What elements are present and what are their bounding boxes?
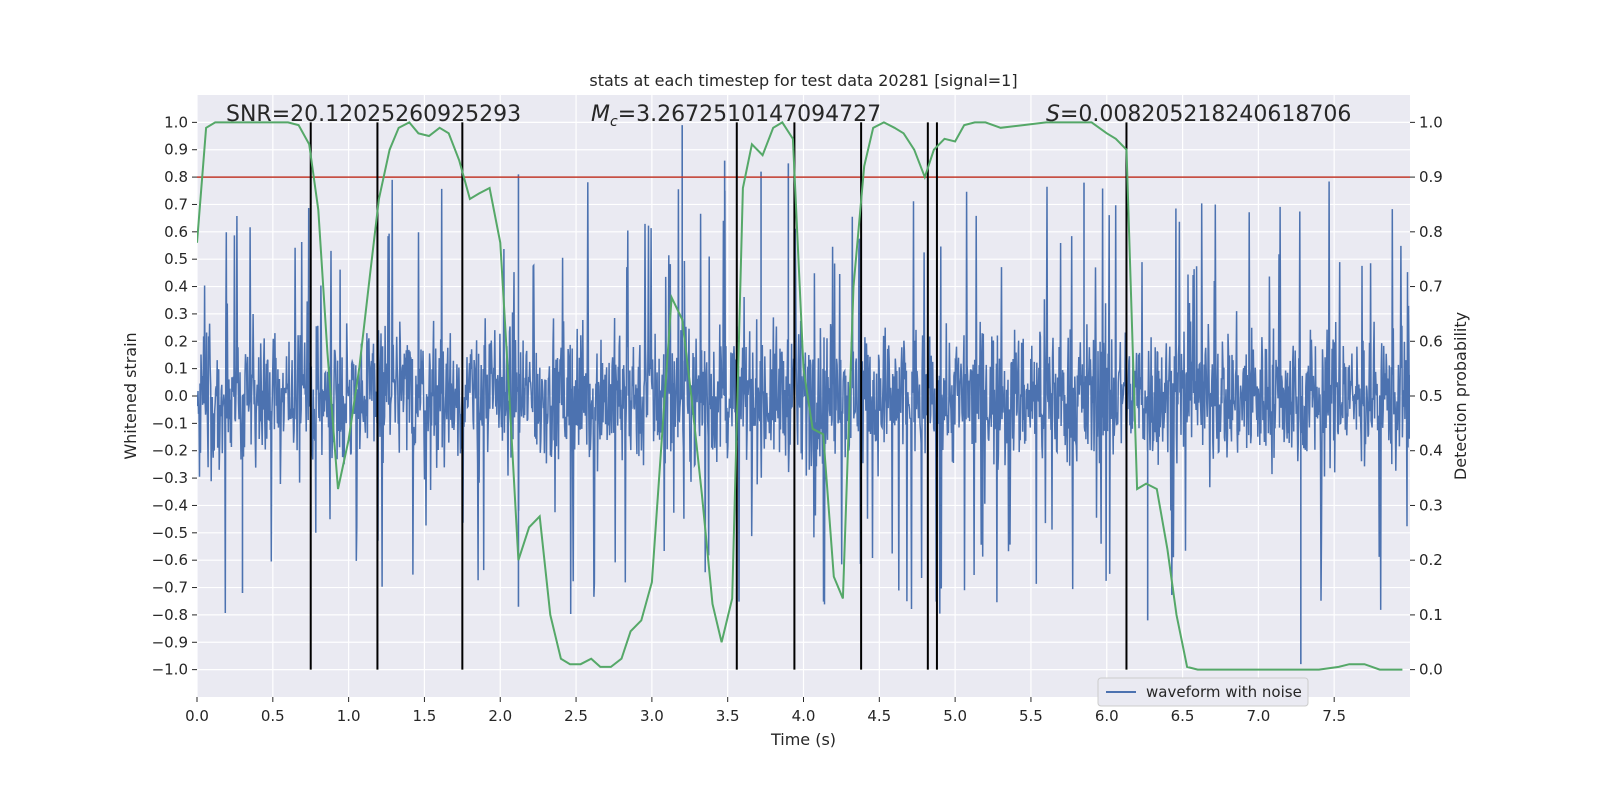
y-left-tick-label: −0.1	[152, 414, 188, 432]
y-right-tick-label: 0.9	[1419, 168, 1443, 186]
y-left-tick-label: −0.5	[152, 524, 188, 542]
chirp-mass-value: =3.2672510147094727	[618, 102, 881, 127]
waveform-spikes	[241, 125, 1302, 665]
detection-probability-series	[197, 121, 1403, 671]
x-tick-label: 1.5	[413, 707, 437, 725]
y-left-tick-label: −0.9	[152, 633, 188, 651]
x-axis-label: Time (s)	[770, 730, 836, 749]
y-left-tick-label: −0.7	[152, 579, 188, 597]
x-tick-label: 0.5	[261, 707, 285, 725]
x-tick-label: 0.0	[185, 707, 209, 725]
y-right-tick-label: 0.5	[1419, 387, 1443, 405]
chirp-mass-subscript: c	[610, 114, 618, 130]
y-left-tick-label: −0.6	[152, 551, 188, 569]
y-left-tick-label: 0.7	[164, 195, 188, 213]
y-left-tick-label: 0.3	[164, 305, 188, 323]
chirp-mass-annotation: Mc=3.2672510147094727	[591, 102, 881, 130]
y-right-tick-label: 0.8	[1419, 223, 1443, 241]
y-left-tick-label: 1.0	[164, 113, 188, 131]
y-left-tick-label: 0.5	[164, 250, 188, 268]
y-right-tick-label: 0.2	[1419, 551, 1443, 569]
y-left-tick-label: 0.2	[164, 332, 188, 350]
x-tick-label: 5.0	[943, 707, 967, 725]
s-annotation: S=0.008205218240618706	[1046, 102, 1351, 127]
x-tick-label: 3.5	[716, 707, 740, 725]
s-value: =0.008205218240618706	[1060, 102, 1351, 127]
y-left-tick-label: 0.8	[164, 168, 188, 186]
x-tick-label: 7.0	[1246, 707, 1270, 725]
y-left-tick-label: 0.9	[164, 141, 188, 159]
y-right-tick-label: 0.3	[1419, 496, 1443, 514]
y-left-tick-label: 0.6	[164, 223, 188, 241]
x-tick-label: 2.5	[564, 707, 588, 725]
y-left-tick-label: −1.0	[152, 661, 188, 679]
x-tick-label: 1.0	[337, 707, 361, 725]
x-tick-label: 6.0	[1095, 707, 1119, 725]
x-ticks: 0.0 0.5 1.0 1.5 2.0 2.5 3.0 3.5 4.0 4.5 5.0 5.5 6.0 6…	[185, 697, 1346, 725]
legend-label-waveform: waveform with noise	[1146, 683, 1302, 701]
y-right-axis-label: Detection probability	[1451, 312, 1470, 480]
y-left-tick-label: −0.2	[152, 442, 188, 460]
y-left-ticks: 1.0 0.9 0.8 0.7 0.6 0.5 0.4 0.3 0.2 0.1 0.0 −0.1 −0.…	[152, 113, 197, 679]
y-left-tick-label: −0.3	[152, 469, 188, 487]
y-right-tick-label: 0.0	[1419, 661, 1443, 679]
chirp-mass-symbol: M	[591, 102, 610, 127]
y-left-tick-label: 0.4	[164, 278, 188, 296]
y-right-tick-label: 1.0	[1419, 113, 1443, 131]
y-right-tick-label: 0.6	[1419, 332, 1443, 350]
legend-box	[1097, 677, 1309, 707]
y-left-tick-label: 0.0	[164, 387, 188, 405]
y-right-tick-label: 0.1	[1419, 606, 1443, 624]
s-symbol: S	[1046, 102, 1060, 127]
y-right-tick-label: 0.7	[1419, 278, 1443, 296]
x-tick-label: 6.5	[1171, 707, 1195, 725]
y-left-tick-label: 0.1	[164, 360, 188, 378]
y-right-ticks: 1.0 0.9 0.8 0.7 0.6 0.5 0.4 0.3 0.2 0.1 0.0	[1410, 113, 1443, 679]
chart-title: stats at each timestep for test data 202…	[589, 71, 1017, 90]
snr-annotation: SNR=20.12025260925293	[226, 102, 521, 127]
x-tick-label: 2.0	[488, 707, 512, 725]
y-right-tick-label: 0.4	[1419, 442, 1443, 460]
x-tick-label: 5.5	[1019, 707, 1043, 725]
y-left-tick-label: −0.8	[152, 606, 188, 624]
x-tick-label: 4.5	[867, 707, 891, 725]
y-left-axis-label: Whitened strain	[121, 332, 140, 459]
x-tick-label: 3.0	[640, 707, 664, 725]
x-tick-label: 4.0	[792, 707, 816, 725]
x-tick-label: 7.5	[1322, 707, 1346, 725]
legend: waveform with noise	[1097, 677, 1309, 707]
y-left-tick-label: −0.4	[152, 496, 188, 514]
